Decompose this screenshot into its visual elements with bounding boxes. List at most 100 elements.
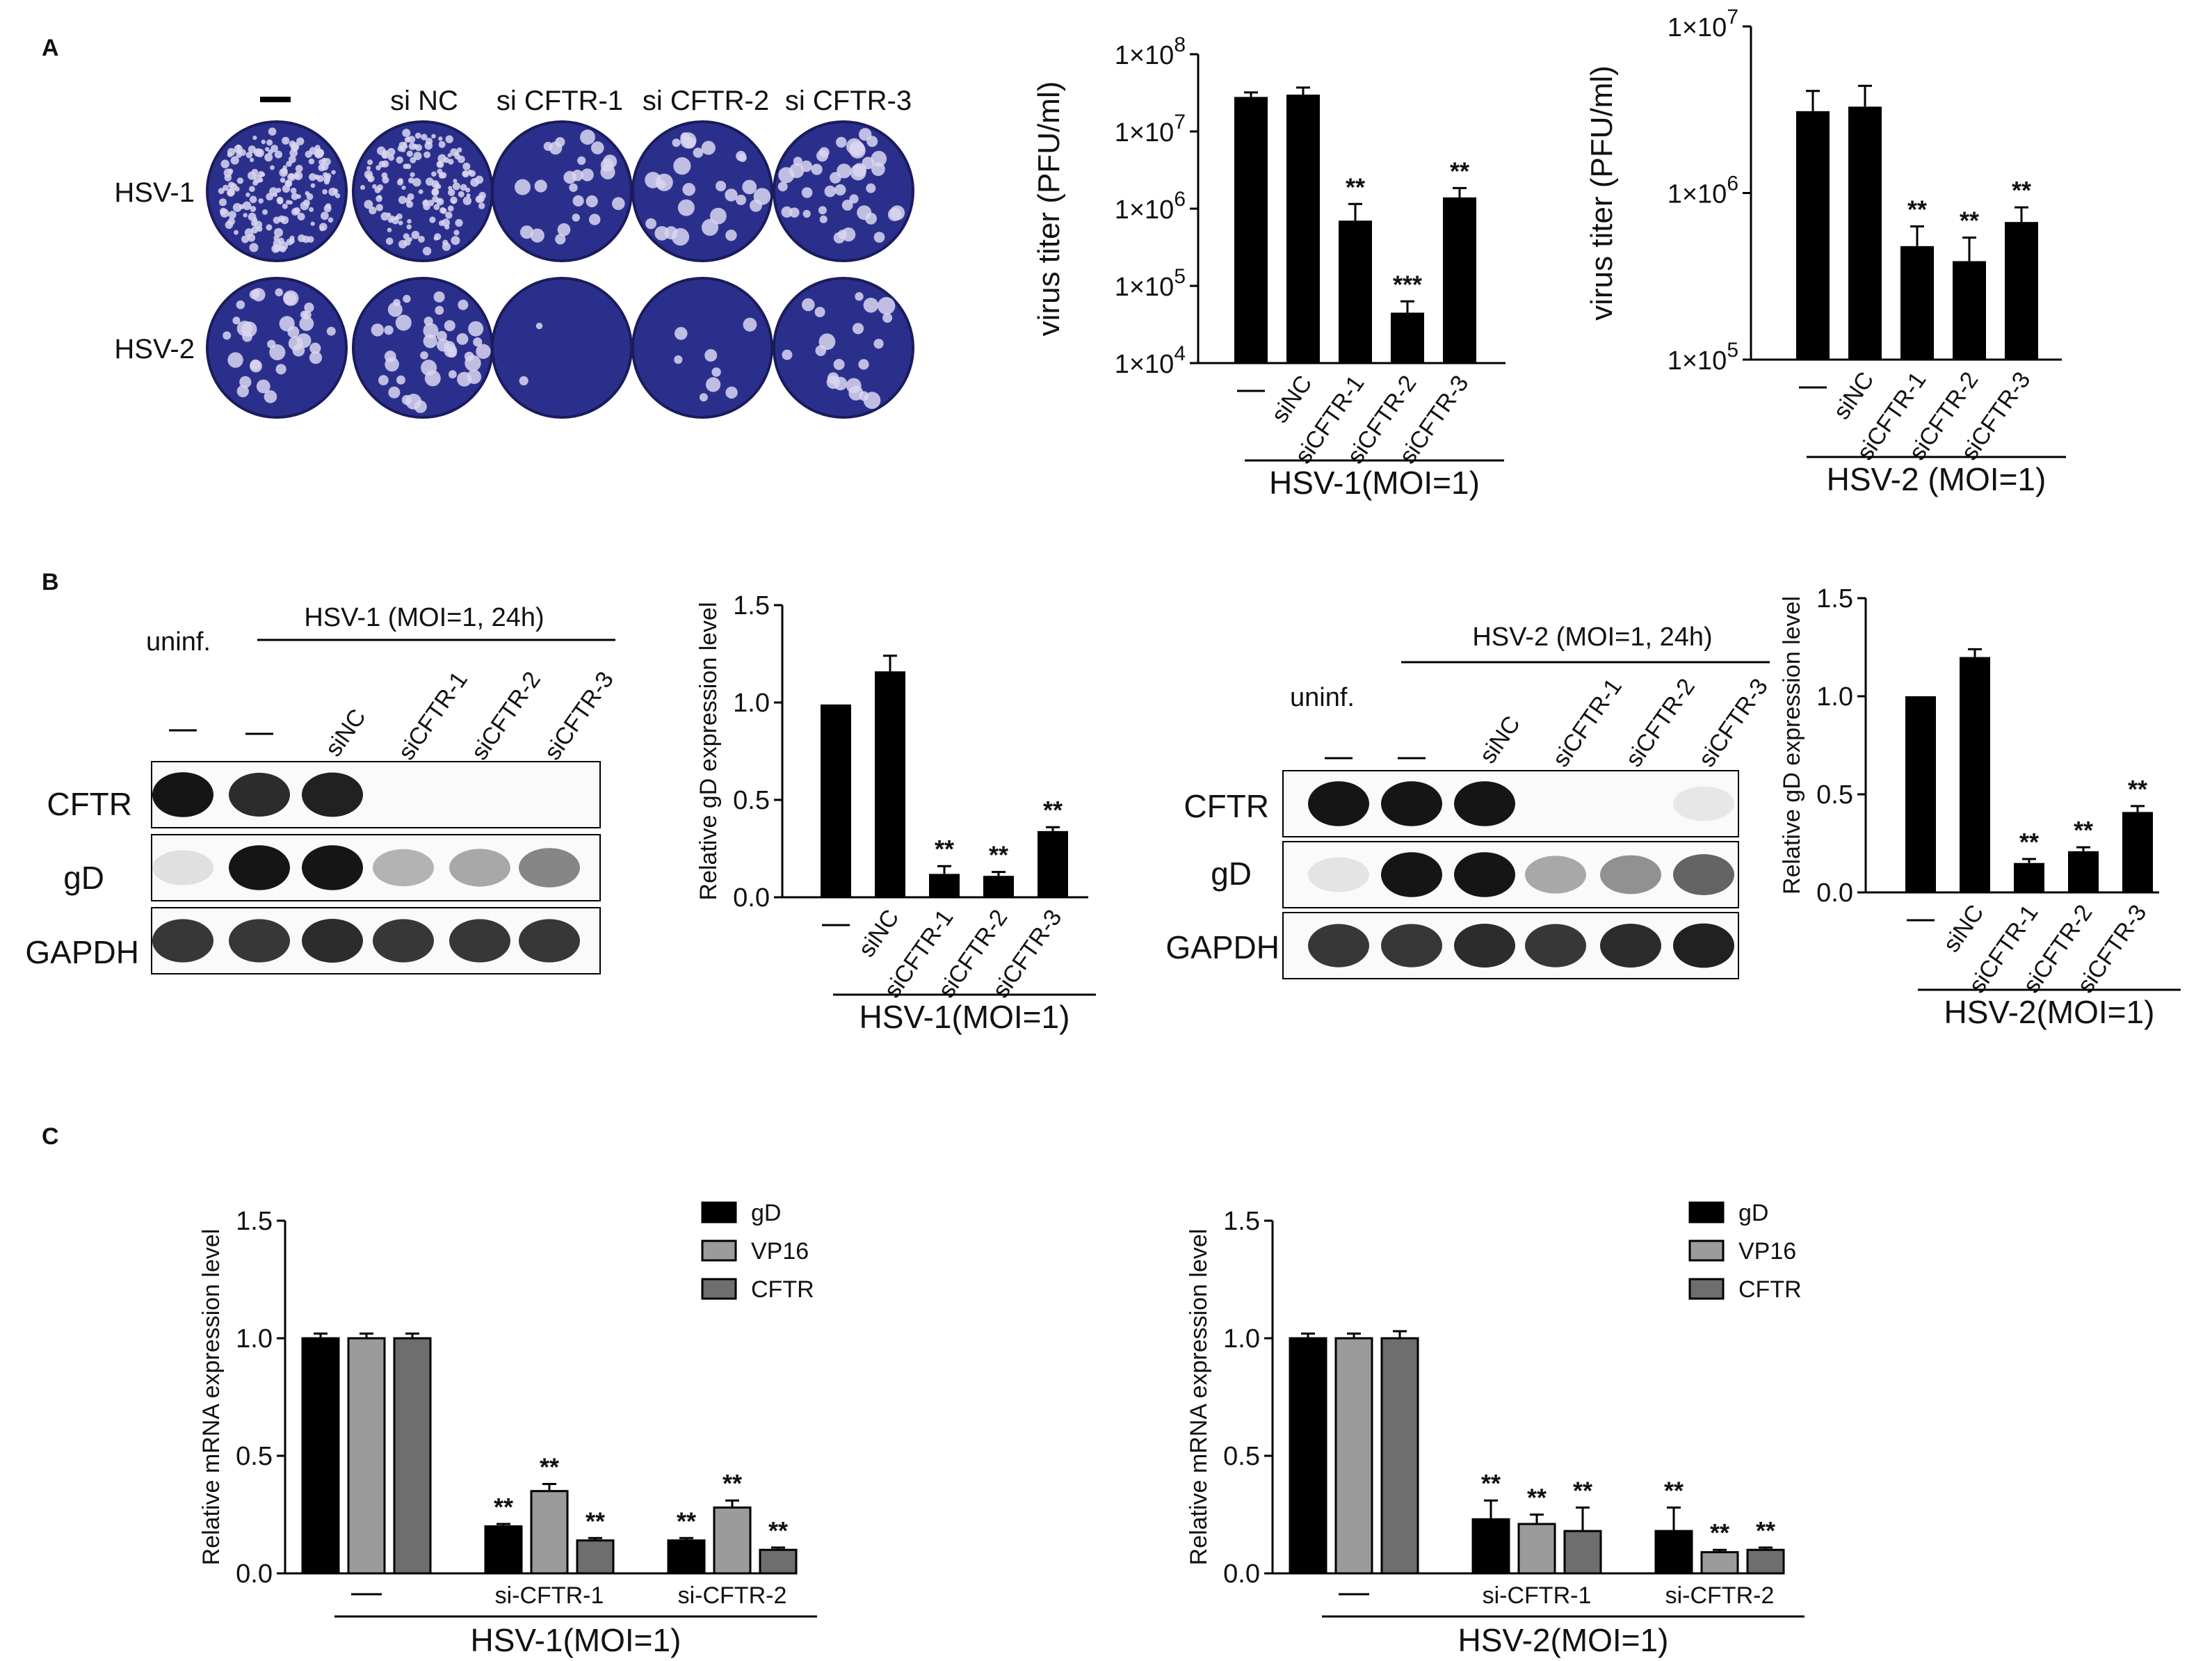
plaque-spot: [360, 185, 365, 190]
plaque-spot: [401, 185, 406, 190]
plaque-spot: [447, 153, 452, 158]
y-tick-label: 1×108: [1115, 33, 1186, 70]
plaque-spot: [818, 147, 830, 158]
significance-label: **: [677, 1507, 696, 1535]
significance-label: **: [1043, 796, 1063, 824]
plaque-spot: [251, 168, 259, 176]
blot2-band: [1600, 855, 1661, 894]
plaque-spot: [447, 205, 454, 212]
plaque-spot: [309, 207, 314, 212]
plaque-spot: [422, 246, 432, 256]
y-tick-label: 0.5: [1816, 780, 1853, 810]
plaque-spot: [478, 191, 486, 200]
plaque-row-hsv2: HSV-2: [114, 334, 195, 364]
plaque-spot: [819, 215, 828, 223]
plaque-spot: [245, 192, 250, 198]
plaque-spot: [236, 148, 242, 154]
plaque-spot: [423, 151, 430, 159]
plaque-spot: [323, 179, 330, 185]
blot1-infected-label: HSV-1 (MOI=1, 24h): [304, 603, 544, 632]
plaque-spot: [269, 344, 286, 360]
plaque-spot: [865, 212, 877, 225]
plaque-spot: [555, 234, 566, 245]
bar: [1796, 111, 1830, 360]
y-tick-exponent: 6: [1174, 188, 1186, 211]
legend-label: VP16: [1738, 1238, 1796, 1265]
legend-label: VP16: [751, 1238, 809, 1265]
plaque-spot: [382, 153, 387, 159]
significance-label: **: [1710, 1518, 1729, 1547]
blot1-band: [152, 850, 213, 885]
plaque-spot: [777, 182, 788, 192]
plaque-spot: [882, 313, 893, 323]
plaque-spot: [871, 150, 887, 167]
plaque-spot: [219, 198, 227, 207]
plaque-spot: [306, 193, 314, 200]
plaque-spot: [227, 182, 235, 188]
plaque-spot: [445, 135, 453, 143]
plaque-spot: [249, 243, 259, 252]
significance-label: **: [494, 1493, 513, 1521]
y-axis-title: Relative gD expression level: [1779, 596, 1805, 894]
blot2-band: [1673, 854, 1734, 895]
plaque-spot: [260, 172, 266, 177]
y-axis-title: Relative mRNA expression level: [198, 1229, 225, 1566]
plaque-spot: [387, 302, 403, 317]
plaque-spot: [447, 348, 457, 358]
plaque-spot: [410, 172, 415, 177]
plaque-spot: [423, 323, 439, 339]
chart-c2: 0.0 0.5 1.0 1.5 Relative mRNA expression lev…: [1186, 1200, 1805, 1658]
plaque-dish: [352, 120, 494, 262]
bar: [2014, 862, 2044, 892]
plaque-header-sicftr2: si CFTR-2: [643, 86, 769, 116]
plaque-spot: [402, 129, 411, 138]
bar: [2068, 851, 2099, 892]
y-tick-exponent: 7: [1174, 111, 1186, 134]
group-label: HSV-1(MOI=1): [1269, 465, 1480, 501]
plaque-dish: [491, 120, 633, 262]
plaque-spot: [802, 209, 811, 218]
plaque-spot: [677, 199, 695, 216]
y-tick-exponent: 4: [1174, 342, 1186, 365]
plaque-spot: [407, 236, 413, 242]
plaque-spot: [716, 180, 727, 192]
significance-label: **: [540, 1453, 559, 1482]
plaque-spot: [442, 242, 451, 251]
plaque-spot: [396, 156, 403, 164]
bar-vp16: [1334, 1337, 1373, 1575]
plaque-spot: [276, 196, 284, 204]
bar: [1339, 220, 1372, 363]
plaque-spot: [457, 371, 472, 387]
plaque-spot: [384, 325, 394, 335]
plaque-spot: [407, 218, 412, 224]
bar-gd: [667, 1539, 706, 1575]
significance-label: ***: [1393, 270, 1422, 298]
plaque-spot: [227, 168, 234, 175]
plaque-spot: [266, 224, 273, 231]
plaque-spot: [295, 165, 303, 172]
group-label: HSV-1(MOI=1): [471, 1622, 681, 1658]
blot1-band: [449, 849, 510, 887]
plaque-spot: [438, 141, 446, 148]
plaque-spot: [286, 200, 291, 205]
significance-label: **: [1481, 1469, 1501, 1498]
plaque-spot: [310, 221, 315, 226]
plaque-spot: [252, 289, 260, 297]
plaque-spot: [834, 184, 846, 196]
plaque-spot: [227, 188, 235, 197]
y-tick-label: 1×107: [1115, 111, 1186, 147]
y-tick-label: 0.0: [236, 1559, 273, 1589]
x-tick-label: si-CFTR-1: [495, 1582, 604, 1609]
plaque-spot: [439, 172, 447, 179]
plaque-dish: [773, 120, 914, 262]
blot1-band: [152, 772, 213, 817]
plaque-spot: [385, 237, 394, 246]
plaque-spot: [242, 201, 252, 211]
plaque-spot: [259, 177, 264, 183]
plaque-spot: [414, 132, 421, 139]
plaque-spot: [833, 359, 845, 370]
blot2-band: [1308, 857, 1369, 892]
plaque-spot: [279, 241, 289, 250]
legend-swatch-cftr: [701, 1278, 737, 1300]
blot2-lane-sicftr3: siCFTR-3: [1693, 674, 1773, 772]
